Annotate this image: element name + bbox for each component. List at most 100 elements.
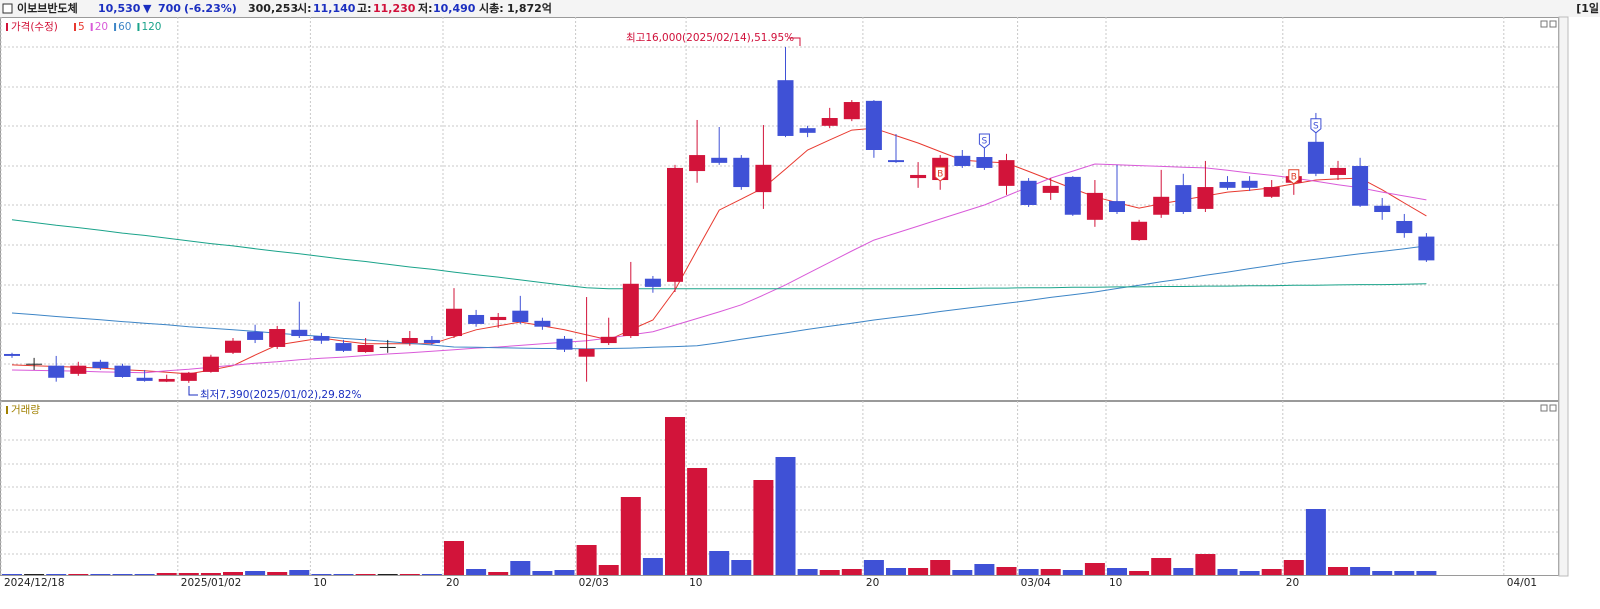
volume-bar — [466, 569, 487, 575]
moving-average-line — [11, 163, 1427, 374]
candle-body — [1131, 221, 1148, 241]
volume-bar — [1416, 570, 1437, 575]
candle-body — [1396, 220, 1413, 234]
candle-body — [335, 343, 352, 351]
candle-body — [910, 174, 927, 179]
volume-bar — [223, 572, 243, 575]
candle-body — [247, 331, 264, 340]
candle-body — [158, 378, 175, 382]
candle-body — [1109, 201, 1125, 213]
candle-body — [821, 118, 838, 126]
right-scale — [1558, 16, 1569, 577]
volume-bar — [333, 574, 354, 575]
signal-marker — [1288, 169, 1300, 185]
volume-bar — [1151, 558, 1172, 575]
volume-bar — [488, 572, 509, 575]
x-tick-label: 10 — [1109, 577, 1122, 589]
volume-bar — [1217, 569, 1238, 575]
volume-bar — [1394, 571, 1415, 575]
candle-body — [313, 336, 330, 341]
volume-bar — [863, 560, 884, 575]
volume-bar — [355, 574, 376, 575]
volume-bar — [819, 570, 840, 575]
candle-body — [888, 160, 904, 163]
candle-body — [733, 157, 750, 188]
signal-label: B — [1291, 172, 1297, 182]
volume-bar — [1084, 563, 1105, 575]
volume-bar — [1107, 568, 1127, 575]
volume-bar — [311, 574, 332, 575]
candle-body — [136, 377, 153, 381]
candle-body — [180, 372, 197, 381]
header-bar — [0, 0, 1600, 17]
candle-body — [70, 365, 87, 374]
x-tick-label: 2025/01/02 — [181, 577, 242, 589]
signal-marker — [934, 166, 946, 182]
candle-body — [644, 278, 661, 287]
candle-body — [711, 157, 728, 163]
volume-bar — [90, 574, 111, 575]
candle-body — [1352, 165, 1369, 206]
volume-bar — [2, 574, 22, 575]
candle-body — [512, 310, 529, 322]
candle-body — [357, 345, 374, 353]
candle-body — [865, 100, 882, 150]
candle-body — [26, 363, 43, 365]
candle-body — [225, 340, 241, 353]
volume-legend: 거래량 — [11, 404, 40, 416]
candle-body — [976, 157, 993, 168]
legend-swatch — [137, 23, 140, 31]
market-cap: 1,872억 — [507, 2, 552, 15]
candle-body — [1197, 187, 1214, 209]
panel-button[interactable] — [1540, 20, 1548, 28]
legend-swatch — [114, 23, 117, 31]
volume-bar — [532, 571, 553, 575]
volume-bar — [68, 574, 89, 575]
candle-body — [1086, 192, 1103, 220]
candle-body — [600, 336, 617, 344]
volume-bar — [731, 560, 752, 575]
moving-average-line — [11, 219, 1427, 290]
candle-body — [1219, 181, 1236, 188]
candle-body — [578, 348, 595, 357]
x-tick-label: 10 — [313, 577, 326, 589]
candle-body — [998, 160, 1015, 186]
panel-button[interactable] — [1549, 404, 1557, 412]
signal-marker — [1310, 118, 1322, 134]
high-annotation: 최고16,000(2025/02/14),51.95% — [626, 32, 794, 44]
candle-body — [689, 155, 706, 172]
volume-bar — [974, 564, 995, 575]
candle-body — [954, 155, 971, 166]
volume-bar — [797, 569, 818, 575]
panel-button[interactable] — [1540, 404, 1548, 412]
candle-body — [1241, 180, 1258, 188]
volume-bar — [952, 570, 973, 575]
volume-bar — [908, 568, 929, 575]
volume-bar — [642, 558, 663, 575]
volume-bar — [996, 567, 1017, 575]
candle-body — [1330, 167, 1346, 175]
checkbox[interactable] — [2, 3, 13, 14]
volume-bar — [1239, 571, 1260, 575]
candle-body — [114, 365, 131, 377]
high-label: 고: — [357, 2, 372, 15]
candle-body — [755, 164, 772, 193]
candle-body — [1374, 205, 1391, 213]
candle-body — [401, 337, 418, 344]
candle-body — [667, 167, 683, 282]
panel-button[interactable] — [1549, 20, 1557, 28]
volume-bar — [1283, 560, 1304, 575]
candle-body — [534, 320, 551, 327]
x-tick-label: 2024/12/18 — [4, 577, 65, 589]
legend-entry: 20 — [95, 21, 108, 33]
period[interactable]: [1일 — [1576, 1, 1599, 15]
volume-bar — [1195, 554, 1216, 575]
volume-bar — [1261, 569, 1282, 575]
volume-bar — [1173, 568, 1194, 575]
volume-bar — [1129, 571, 1150, 575]
volume-bar — [1062, 570, 1083, 575]
signal-label: S — [982, 137, 988, 147]
volume-bar — [1040, 569, 1061, 575]
